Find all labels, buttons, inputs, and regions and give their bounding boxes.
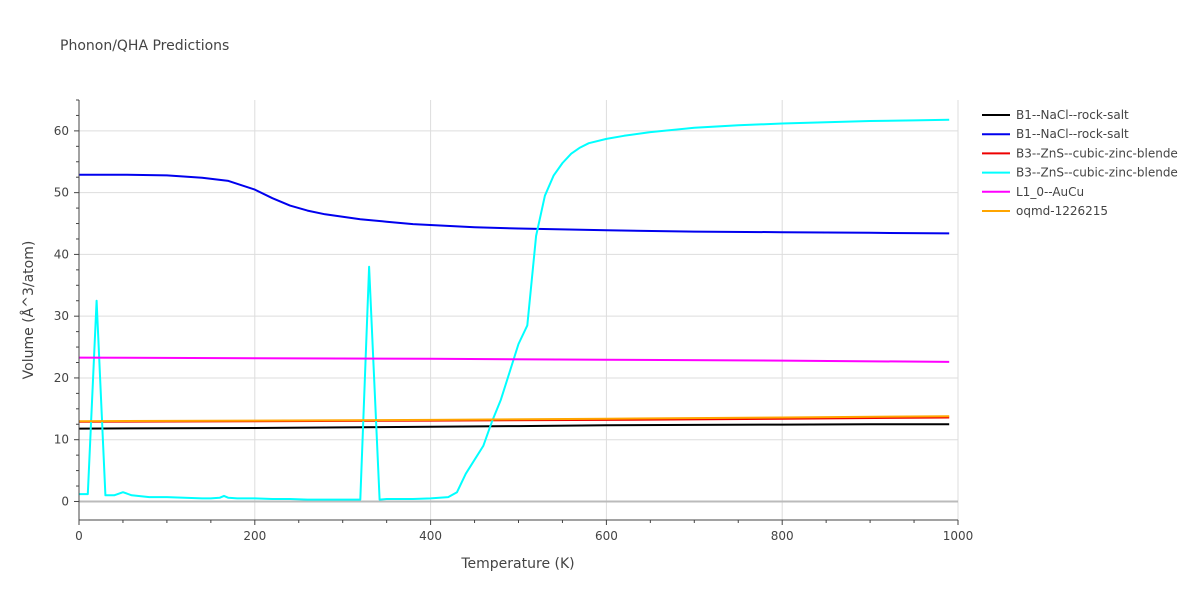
legend-label: B3--ZnS--cubic-zinc-blende [1016,146,1178,160]
y-tick-label: 40 [54,247,69,261]
x-axis-title: Temperature (K) [460,556,574,572]
legend-label: L1_0--AuCu [1016,185,1084,199]
y-tick-label: 10 [54,433,69,447]
series-group [78,118,950,501]
legend-item-3[interactable]: B3--ZnS--cubic-zinc-blende [982,166,1178,180]
y-tick-label: 20 [54,371,69,385]
y-tick-label: 0 [61,494,69,508]
legend-item-1[interactable]: B1--NaCl--rock-salt [982,127,1129,141]
tick-labels: 0 200 400 600 800 1000 0 10 20 30 40 50 60 [54,124,974,543]
series-line-0 [78,423,950,430]
y-tick-label: 30 [54,309,69,323]
x-tick-label: 600 [595,529,618,543]
series-line-3 [79,118,950,501]
y-tick-label: 50 [54,186,69,200]
legend-label: B1--NaCl--rock-salt [1016,108,1129,122]
x-tick-label: 1000 [943,529,974,543]
legend[interactable]: B1--NaCl--rock-salt B1--NaCl--rock-salt B3… [982,108,1178,218]
grid [79,100,959,520]
legend-label: B3--ZnS--cubic-zinc-blende [1016,166,1178,180]
chart-title: Phonon/QHA Predictions [60,38,229,54]
y-axis-title: Volume (Å^3/atom) [20,241,37,380]
x-tick-label: 800 [771,529,794,543]
series-line-4 [78,356,950,363]
legend-item-0[interactable]: B1--NaCl--rock-salt [982,108,1129,122]
legend-label: oqmd-1226215 [1016,204,1108,218]
x-tick-label: 0 [75,529,83,543]
x-tick-label: 400 [419,529,442,543]
legend-item-5[interactable]: oqmd-1226215 [982,204,1108,218]
legend-label: B1--NaCl--rock-salt [1016,127,1129,141]
series-line-5 [78,415,950,423]
axes [74,99,959,525]
legend-item-2[interactable]: B3--ZnS--cubic-zinc-blende [982,146,1178,160]
series-line-1 [79,173,950,235]
y-tick-label: 60 [54,124,69,138]
x-tick-label: 200 [243,529,266,543]
legend-item-4[interactable]: L1_0--AuCu [982,185,1084,199]
